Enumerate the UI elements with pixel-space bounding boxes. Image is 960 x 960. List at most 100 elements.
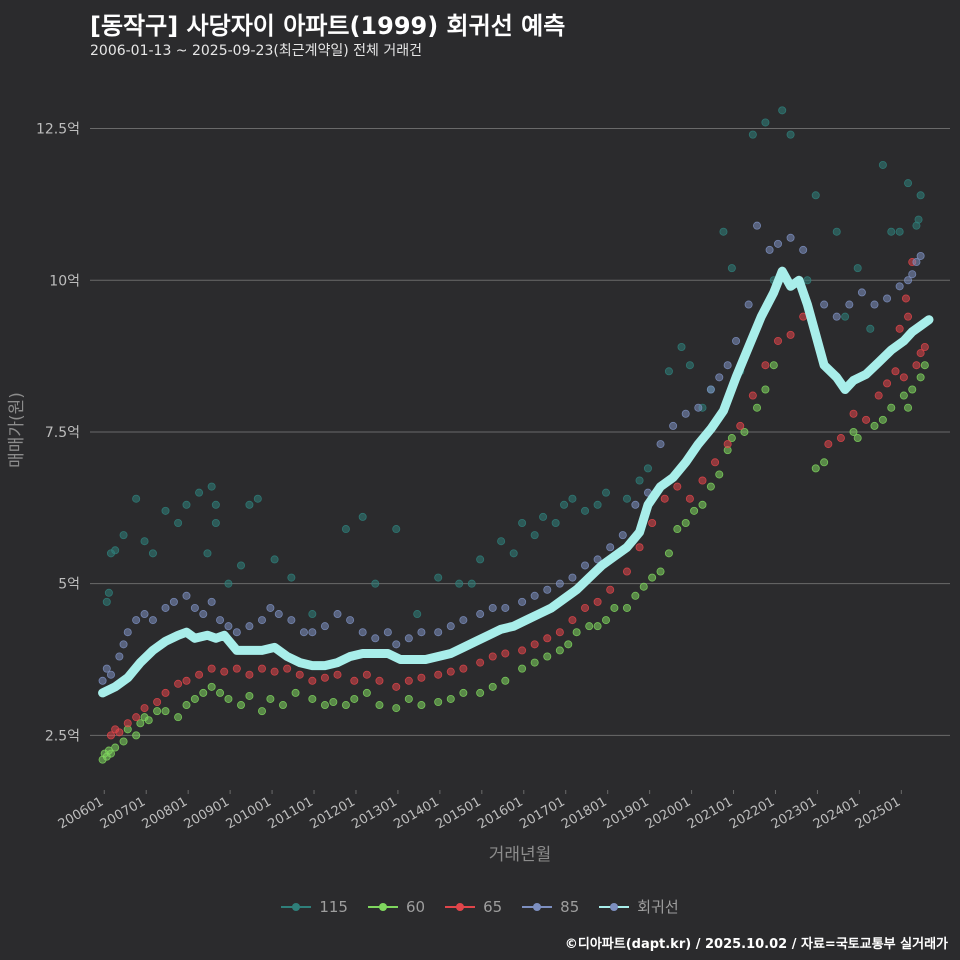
data-point-60 xyxy=(564,640,573,649)
legend-swatch-icon xyxy=(445,897,476,917)
data-point-85 xyxy=(102,664,111,673)
data-point-60 xyxy=(904,403,913,412)
data-point-85 xyxy=(123,628,132,637)
data-point-65 xyxy=(153,698,162,707)
data-point-115 xyxy=(341,525,350,534)
data-point-85 xyxy=(753,221,762,230)
data-point-65 xyxy=(392,682,401,691)
data-point-60 xyxy=(753,403,762,412)
data-point-65 xyxy=(606,585,615,594)
legend-item-85: 85 xyxy=(522,896,579,917)
legend: 115 60 65 85 회귀선 xyxy=(0,896,960,917)
data-point-85 xyxy=(98,676,107,685)
data-point-60 xyxy=(518,664,527,673)
data-point-115 xyxy=(119,531,128,540)
data-point-115 xyxy=(602,488,611,497)
data-point-85 xyxy=(895,282,904,291)
data-point-85 xyxy=(606,543,615,552)
data-point-60 xyxy=(434,698,443,707)
data-point-65 xyxy=(404,676,413,685)
data-point-60 xyxy=(769,361,778,370)
data-point-115 xyxy=(287,573,296,582)
data-point-85 xyxy=(446,622,455,631)
data-point-65 xyxy=(320,673,329,682)
data-point-85 xyxy=(786,233,795,242)
data-point-65 xyxy=(530,640,539,649)
data-point-85 xyxy=(744,300,753,309)
data-point-115 xyxy=(434,573,443,582)
data-point-60 xyxy=(610,603,619,612)
data-point-85 xyxy=(358,628,367,637)
data-point-65 xyxy=(446,667,455,676)
x-tick-label: 202001 xyxy=(643,794,693,832)
data-point-65 xyxy=(232,664,241,673)
data-point-65 xyxy=(270,667,279,676)
data-point-115 xyxy=(778,106,787,115)
legend-swatch-icon xyxy=(522,897,553,917)
data-point-65 xyxy=(375,676,384,685)
data-point-65 xyxy=(295,670,304,679)
data-point-60 xyxy=(656,567,665,576)
data-point-85 xyxy=(274,610,283,619)
data-point-60 xyxy=(887,403,896,412)
data-point-60 xyxy=(740,427,749,436)
data-point-60 xyxy=(681,518,690,527)
data-point-115 xyxy=(253,494,262,503)
data-point-60 xyxy=(144,716,153,725)
data-point-85 xyxy=(555,579,564,588)
data-point-85 xyxy=(908,270,917,279)
x-tick-label: 202401 xyxy=(811,794,861,832)
data-point-85 xyxy=(308,628,317,637)
data-point-115 xyxy=(102,597,111,606)
data-point-60 xyxy=(715,470,724,479)
legend-label: 65 xyxy=(483,897,503,916)
x-tick-label: 202201 xyxy=(727,794,777,832)
x-tick-label: 201101 xyxy=(266,794,316,832)
data-point-85 xyxy=(417,628,426,637)
data-point-65 xyxy=(362,670,371,679)
data-point-60 xyxy=(761,385,770,394)
data-point-115 xyxy=(866,324,875,333)
data-point-115 xyxy=(203,549,212,558)
legend-item-115: 115 xyxy=(281,896,348,917)
data-point-115 xyxy=(593,500,602,509)
data-point-60 xyxy=(593,622,602,631)
data-point-60 xyxy=(585,622,594,631)
data-point-85 xyxy=(115,652,124,661)
data-point-60 xyxy=(706,482,715,491)
data-point-65 xyxy=(786,330,795,339)
data-point-115 xyxy=(581,506,590,515)
legend-swatch-icon xyxy=(281,897,312,917)
y-tick-label: 2.5억 xyxy=(45,728,80,744)
data-point-115 xyxy=(224,579,233,588)
data-point-60 xyxy=(207,682,216,691)
data-point-115 xyxy=(803,276,812,285)
data-point-85 xyxy=(216,616,225,625)
data-point-115 xyxy=(811,191,820,200)
data-point-65 xyxy=(891,367,900,376)
data-point-60 xyxy=(291,688,300,697)
data-point-115 xyxy=(371,579,380,588)
data-point-115 xyxy=(195,488,204,497)
data-point-60 xyxy=(530,658,539,667)
data-point-60 xyxy=(161,707,170,716)
data-point-85 xyxy=(820,300,829,309)
data-point-85 xyxy=(723,361,732,370)
data-point-85 xyxy=(568,573,577,582)
data-point-85 xyxy=(656,440,665,449)
x-tick-label: 201701 xyxy=(517,794,567,832)
chart-subtitle: 2006-01-13 ~ 2025-09-23(최근계약일) 전체 거래건 xyxy=(90,43,422,59)
data-point-115 xyxy=(518,518,527,527)
data-point-85 xyxy=(916,251,925,260)
data-point-115 xyxy=(455,579,464,588)
data-point-60 xyxy=(488,682,497,691)
data-point-85 xyxy=(681,409,690,418)
data-point-65 xyxy=(459,664,468,673)
data-point-60 xyxy=(417,701,426,710)
data-point-65 xyxy=(555,628,564,637)
data-point-115 xyxy=(568,494,577,503)
data-point-65 xyxy=(673,482,682,491)
data-point-115 xyxy=(530,531,539,540)
data-point-60 xyxy=(698,500,707,509)
